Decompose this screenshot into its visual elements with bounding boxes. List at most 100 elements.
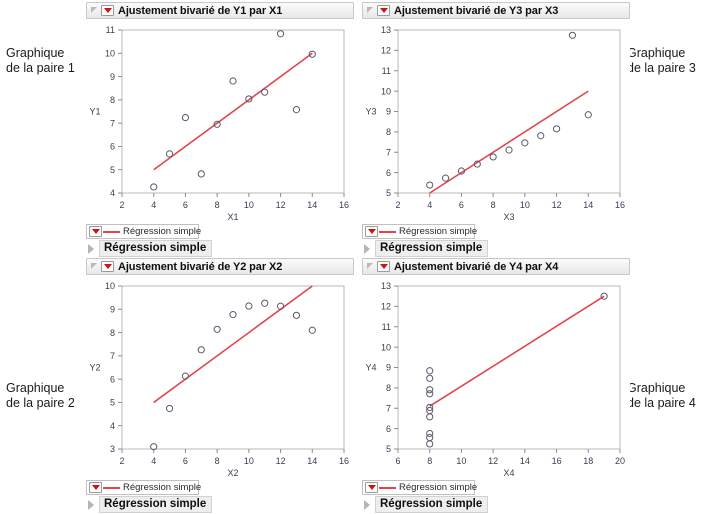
svg-text:10: 10 [381, 86, 391, 96]
expand-triangle-icon[interactable] [362, 499, 372, 510]
red-triangle-menu-icon[interactable] [101, 261, 114, 272]
svg-text:8: 8 [386, 127, 391, 137]
panel-bivariate-fit-y3-x3: Ajustement bivarié de Y3 par X3 5 6 7 8 9 10 1… [362, 2, 630, 257]
svg-text:7: 7 [386, 403, 391, 413]
legend-line-swatch [103, 230, 120, 233]
legend-label: Régression simple [399, 482, 478, 493]
disclosure-regression-simple[interactable]: Régression simple [362, 495, 489, 513]
collapse-triangle-icon[interactable] [366, 6, 375, 15]
svg-text:6: 6 [386, 168, 391, 178]
svg-text:10: 10 [105, 48, 115, 58]
red-triangle-menu-icon[interactable] [365, 482, 378, 493]
svg-text:8: 8 [427, 456, 432, 466]
disclosure-regression-simple[interactable]: Régression simple [362, 239, 489, 257]
svg-text:10: 10 [520, 200, 530, 210]
legend-label: Régression simple [399, 226, 478, 237]
expand-triangle-icon[interactable] [86, 243, 96, 254]
svg-text:12: 12 [488, 456, 498, 466]
svg-text:2: 2 [119, 200, 124, 210]
red-triangle-menu-icon[interactable] [89, 482, 102, 493]
disclosure-label: Régression simple [375, 239, 489, 257]
svg-text:X3: X3 [503, 212, 514, 222]
panel-bivariate-fit-y4-x4: Ajustement bivarié de Y4 par X4 5 6 7 8 9 10 1… [362, 258, 630, 513]
panel-title-bar-y2-x2[interactable]: Ajustement bivarié de Y2 par X2 [86, 258, 354, 275]
svg-text:8: 8 [215, 456, 220, 466]
legend-line-swatch [103, 486, 120, 489]
svg-text:20: 20 [615, 456, 625, 466]
svg-text:8: 8 [110, 328, 115, 338]
svg-text:6: 6 [183, 200, 188, 210]
panel-title-text: Ajustement bivarié de Y3 par X3 [394, 4, 559, 17]
annotation-pair-4: Graphique de la paire 4 [627, 381, 696, 410]
svg-text:12: 12 [276, 456, 286, 466]
svg-text:14: 14 [307, 200, 317, 210]
legend-line-swatch [379, 230, 396, 233]
svg-text:12: 12 [381, 302, 391, 312]
svg-text:5: 5 [386, 444, 391, 454]
svg-text:14: 14 [307, 456, 317, 466]
red-triangle-menu-icon[interactable] [377, 261, 390, 272]
svg-text:8: 8 [110, 95, 115, 105]
svg-text:4: 4 [427, 200, 432, 210]
panel-title-bar-y3-x3[interactable]: Ajustement bivarié de Y3 par X3 [362, 2, 630, 19]
svg-text:6: 6 [110, 142, 115, 152]
svg-text:6: 6 [386, 424, 391, 434]
svg-text:4: 4 [151, 456, 156, 466]
red-triangle-menu-icon[interactable] [101, 5, 114, 16]
legend-label: Régression simple [123, 226, 202, 237]
svg-text:14: 14 [520, 456, 530, 466]
collapse-triangle-icon[interactable] [366, 262, 375, 271]
svg-text:Y4: Y4 [365, 363, 376, 373]
red-triangle-menu-icon[interactable] [365, 226, 378, 237]
red-triangle-menu-icon[interactable] [377, 5, 390, 16]
svg-text:2: 2 [119, 456, 124, 466]
svg-text:12: 12 [381, 46, 391, 56]
svg-text:4: 4 [151, 200, 156, 210]
collapse-triangle-icon[interactable] [90, 262, 99, 271]
svg-text:6: 6 [110, 374, 115, 384]
collapse-triangle-icon[interactable] [90, 6, 99, 15]
svg-text:8: 8 [491, 200, 496, 210]
annotation-pair-2: Graphique de la paire 2 [6, 381, 75, 410]
plot-area-y3-x3: 5 6 7 8 9 10 11 12 13 2 4 6 8 10 12 14 16 X3 Y3 [362, 20, 630, 223]
red-triangle-menu-icon[interactable] [89, 226, 102, 237]
expand-triangle-icon[interactable] [362, 243, 372, 254]
disclosure-label: Régression simple [99, 495, 213, 513]
svg-text:7: 7 [110, 351, 115, 361]
panel-title-bar-y1-x1[interactable]: Ajustement bivarié de Y1 par X1 [86, 2, 354, 19]
svg-text:4: 4 [110, 188, 115, 198]
legend-regression-simple[interactable]: Régression simple [86, 480, 202, 495]
legend-label: Régression simple [123, 482, 202, 493]
expand-triangle-icon[interactable] [86, 499, 96, 510]
svg-text:12: 12 [276, 200, 286, 210]
svg-text:5: 5 [110, 165, 115, 175]
svg-text:Y2: Y2 [89, 363, 100, 373]
disclosure-label: Régression simple [99, 239, 213, 257]
svg-text:16: 16 [615, 200, 625, 210]
panel-bivariate-fit-y2-x2: Ajustement bivarié de Y2 par X2 3 4 5 6 7 8 9 1… [86, 258, 354, 513]
svg-text:11: 11 [382, 322, 391, 332]
svg-text:7: 7 [110, 118, 115, 128]
svg-text:8: 8 [386, 383, 391, 393]
svg-text:2: 2 [395, 200, 400, 210]
panel-title-bar-y4-x4[interactable]: Ajustement bivarié de Y4 par X4 [362, 258, 630, 275]
legend-regression-simple[interactable]: Régression simple [86, 224, 202, 239]
disclosure-label: Régression simple [375, 495, 489, 513]
legend-line-swatch [379, 486, 396, 489]
svg-text:X4: X4 [503, 468, 514, 478]
svg-text:11: 11 [106, 25, 115, 35]
annotation-pair-3: Graphique de la paire 3 [627, 46, 696, 75]
svg-text:9: 9 [110, 304, 115, 314]
legend-regression-simple[interactable]: Régression simple [362, 224, 478, 239]
svg-text:3: 3 [110, 444, 115, 454]
plot-area-y1-x1: 4 5 6 7 8 9 10 11 2 4 6 8 10 12 14 16 X1 Y1 [86, 20, 354, 223]
disclosure-regression-simple[interactable]: Régression simple [86, 239, 213, 257]
panel-bivariate-fit-y1-x1: Ajustement bivarié de Y1 par X1 4 5 6 7 8 9 10… [86, 2, 354, 257]
disclosure-regression-simple[interactable]: Régression simple [86, 495, 213, 513]
svg-text:18: 18 [583, 456, 593, 466]
svg-text:12: 12 [552, 200, 562, 210]
svg-text:8: 8 [215, 200, 220, 210]
svg-text:4: 4 [110, 421, 115, 431]
legend-regression-simple[interactable]: Régression simple [362, 480, 478, 495]
plot-area-y4-x4: 5 6 7 8 9 10 11 12 13 6 8 10 12 14 16 18 20 X4 Y4 [362, 276, 630, 479]
